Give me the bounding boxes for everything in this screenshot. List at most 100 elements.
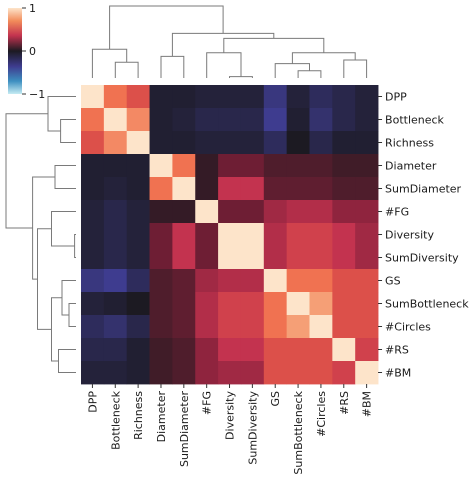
dendrogram-link [74,234,76,258]
heatmap-cell [309,154,333,178]
heatmap-cell [126,269,150,293]
row-label: #RS [385,344,409,357]
heatmap-cell [355,315,379,339]
heatmap-cell [240,177,265,201]
dendrogram-link [297,70,322,78]
heatmap-cell [218,315,242,339]
column-label: SumDiversity [246,391,259,465]
heatmap-cell [218,154,242,178]
heatmap-cell [81,131,105,155]
heatmap-cell [149,315,173,339]
top-dendrogram [91,5,368,78]
dendrogram-link [68,303,76,327]
dendrogram-link [206,52,242,78]
heatmap-cell [263,361,288,385]
row-label: DPP [385,91,407,104]
heatmap-cell [286,338,310,362]
heatmap-cell [263,200,288,224]
heatmap-cell [286,200,310,224]
heatmap-cell [218,177,242,201]
heatmap-cell [309,338,333,362]
row-label: #Circles [385,321,431,334]
colorbar: 1 0 −1 [8,2,45,101]
heatmap-cell [195,85,219,109]
dendrogram-link [91,48,128,78]
heatmap-cell [81,315,105,339]
heatmap-cell [309,269,333,293]
heatmap-cell [355,200,379,224]
heatmap-cell [355,177,379,201]
dendrogram-link [5,113,48,229]
heatmap-cell [172,85,196,109]
dendrogram-link [229,76,253,78]
heatmap-cell [309,177,333,201]
heatmap-cell [263,177,288,201]
row-label: SumDiameter [385,183,462,196]
heatmap-cell [103,361,128,385]
heatmap-cell [218,361,242,385]
heatmap-cell [195,177,219,201]
heatmap-cell [172,131,196,155]
heatmap-cell [126,292,150,316]
row-label: Bottleneck [385,114,445,127]
dendrogram-link [47,96,76,132]
heatmap-cell [240,361,265,385]
heatmap-cell [126,361,150,385]
heatmap-cell [240,269,265,293]
heatmap-cell [240,292,265,316]
heatmap-cell [81,338,105,362]
heatmap-cell [263,108,288,132]
heatmap-cell [195,154,219,178]
heatmap-cell [195,269,219,293]
heatmap-cell [172,200,196,224]
heatmap-cell [149,154,173,178]
heatmap-cell [263,338,288,362]
heatmap-cell [81,361,105,385]
row-label: #FG [385,206,409,219]
heatmap-cell [149,292,173,316]
heatmap-cell [81,223,105,247]
column-label: SumBottleneck [292,390,305,474]
heatmap-cell [309,85,333,109]
heatmap-cell [240,315,265,339]
dendrogram-link [51,297,62,362]
heatmap-cell [81,154,105,178]
left-dendrogram [5,96,76,373]
heatmap-cell [286,131,310,155]
dendrogram-link [291,52,356,64]
heatmap-cell [240,154,265,178]
column-label: #FG [201,391,214,415]
row-label: SumBottleneck [385,298,469,311]
heatmap-cell [126,108,150,132]
heatmap-cell [195,292,219,316]
heatmap-cell [332,154,356,178]
heatmap-cell [355,269,379,293]
heatmap-cell [195,223,219,247]
heatmap-cell [149,246,173,270]
heatmap-cell [263,292,288,316]
heatmap-cell [195,338,219,362]
row-labels: DPP Bottleneck Richness Diameter SumDiameter… [378,91,469,380]
heatmap-cell [332,85,356,109]
column-label: #Circles [315,391,328,437]
heatmap-cell [195,108,219,132]
heatmap-cell [240,223,265,247]
heatmap-cell [218,246,242,270]
heatmap-cell [240,338,265,362]
heatmap-cell [172,223,196,247]
heatmap-cell [126,223,150,247]
heatmap-cell [286,315,310,339]
row-label: Diversity [385,229,434,242]
heatmap-cell [195,315,219,339]
heatmap-cell [149,223,173,247]
heatmap-cell [355,154,379,178]
heatmap-cell [240,108,265,132]
heatmap-cell [263,85,288,109]
colorbar-tick-label: −1 [29,88,45,101]
heatmap-cell [195,200,219,224]
heatmap-cell [218,269,242,293]
heatmap-cell [263,269,288,293]
row-label: SumDiversity [385,252,459,265]
heatmap-cell [218,131,242,155]
